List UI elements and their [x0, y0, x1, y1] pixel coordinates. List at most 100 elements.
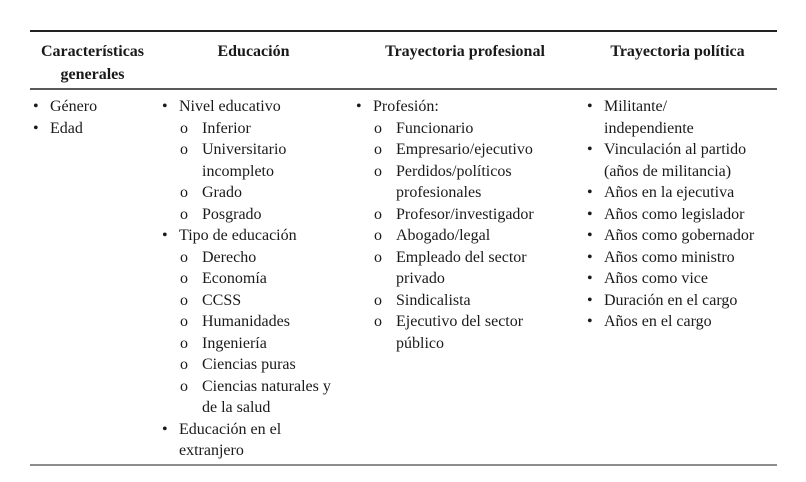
list-item-text: Empleado del sector privado [396, 248, 527, 288]
bullet-icon: • [33, 98, 39, 115]
list-item-text: Ingeniería [202, 334, 267, 352]
list-item-text: Años como ministro [604, 248, 735, 266]
circle-bullet-icon: o [180, 377, 188, 395]
column-header-caracteristicas-generales: Características generales [40, 43, 145, 83]
bullet-icon: • [587, 291, 593, 309]
list-item-text: Nivel educativo [179, 98, 281, 115]
bullet-icon: • [587, 141, 593, 158]
list-item-text: Abogado/legal [396, 227, 491, 244]
list-item-text: Funcionario [396, 119, 474, 137]
list-item: • Años en el cargo [587, 311, 775, 333]
bullet-icon: • [587, 184, 593, 201]
column-educacion: • Nivel educativo o Inferior o Universitari… [155, 96, 352, 462]
bullet-icon: • [587, 248, 593, 266]
list-item: o Grado [162, 182, 350, 204]
circle-bullet-icon: o [374, 205, 382, 223]
column-trayectoria-politica: • Militante/ independiente • Vinculación a… [578, 96, 777, 462]
list-item-text: Ciencias naturales y de la salud [202, 377, 331, 417]
list-item-text: Economía [202, 270, 267, 287]
list-item: • Nivel educativo [162, 96, 350, 118]
bullet-icon: • [33, 119, 39, 137]
circle-bullet-icon: o [180, 270, 188, 287]
bullet-icon: • [162, 420, 168, 438]
list-item: o Ejecutivo del sector público [356, 311, 576, 354]
list-item-text: Años como gobernador [604, 227, 755, 244]
circle-bullet-icon: o [374, 141, 382, 158]
list-item-text: Sindicalista [396, 291, 471, 309]
list-item: • Edad [33, 118, 153, 140]
list-item-text: CCSS [202, 291, 242, 309]
list-item-text: Empresario/ejecutivo [396, 141, 533, 158]
list-item: o Profesor/investigador [356, 204, 576, 226]
list-item: • Años como legislador [587, 204, 775, 226]
list-item: o Sindicalista [356, 290, 576, 312]
circle-bullet-icon: o [180, 205, 188, 223]
list-item-text: Militante/ independiente [604, 98, 694, 137]
list-item: o Derecho [162, 247, 350, 269]
list-item-text: Años en la ejecutiva [604, 184, 735, 201]
bullet-icon: • [587, 313, 593, 330]
list-item-text: Humanidades [202, 313, 290, 330]
column-trayectoria-profesional: • Profesión: o Funcionario o Empresario/eje… [352, 96, 578, 462]
list-item-text: Inferior [202, 119, 251, 137]
list-item: • Militante/ independiente [587, 96, 775, 139]
circle-bullet-icon: o [374, 291, 382, 309]
list-item: • Duración en el cargo [587, 290, 775, 312]
list-item: o Universitario incompleto [162, 139, 350, 182]
circle-bullet-icon: o [180, 119, 188, 137]
circle-bullet-icon: o [180, 356, 188, 373]
list-item: o Ingeniería [162, 333, 350, 355]
list-item: • Profesión: [356, 96, 576, 118]
list-item-text: Años como vice [604, 270, 708, 287]
list-item-text: Perdidos/políticos profesionales [396, 162, 512, 202]
list-item: • Género [33, 96, 153, 118]
circle-bullet-icon: o [374, 248, 382, 266]
bullet-icon: • [356, 98, 362, 115]
list-item-text: Edad [50, 119, 83, 137]
list-item: o Empleado del sector privado [356, 247, 576, 290]
list-item-text: Grado [202, 184, 242, 201]
circle-bullet-icon: o [374, 162, 382, 180]
list-item: • Años como gobernador [587, 225, 775, 247]
circle-bullet-icon: o [180, 184, 188, 201]
list-item: • Tipo de educación [162, 225, 350, 247]
list-item: o Perdidos/políticos profesionales [356, 161, 576, 204]
list-item-text: Tipo de educación [179, 227, 297, 244]
circle-bullet-icon: o [180, 248, 188, 266]
list-item: o Funcionario [356, 118, 576, 140]
circle-bullet-icon: o [374, 119, 382, 137]
list-item-text: Ciencias puras [202, 356, 296, 373]
bullet-icon: • [587, 205, 593, 223]
list-item-text: Posgrado [202, 205, 262, 223]
list-item: • Vinculación al partido (años de militan… [587, 139, 775, 182]
list-item-text: Ejecutivo del sector público [396, 313, 524, 352]
list-item-text: Educación en el extranjero [179, 420, 282, 460]
list-item: o Humanidades [162, 311, 350, 333]
table-header-row: Características generales Educación Tray… [30, 32, 777, 90]
bullet-icon: • [162, 227, 168, 244]
list-item: • Años como ministro [587, 247, 775, 269]
list-item: o Ciencias puras [162, 354, 350, 376]
list-item: o Ciencias naturales y de la salud [162, 376, 350, 419]
column-header-trayectoria-politica: Trayectoria política [610, 43, 745, 60]
list-item: o Inferior [162, 118, 350, 140]
list-item: o Abogado/legal [356, 225, 576, 247]
table-body: • Género • Edad • Nivel educativo o Inferior… [30, 90, 777, 466]
column-header-trayectoria-profesional: Trayectoria profesional [385, 43, 545, 60]
column-header-educacion: Educación [217, 43, 290, 60]
list-item-text: Duración en el cargo [604, 291, 738, 309]
circle-bullet-icon: o [180, 291, 188, 309]
bullet-icon: • [162, 98, 168, 115]
list-item-text: Años como legislador [604, 205, 745, 223]
circle-bullet-icon: o [180, 141, 188, 158]
list-item-text: Años en el cargo [604, 313, 712, 330]
characteristics-table: Características generales Educación Tray… [30, 30, 777, 466]
bullet-icon: • [587, 270, 593, 287]
circle-bullet-icon: o [180, 334, 188, 352]
bullet-icon: • [587, 227, 593, 244]
list-item: o Economía [162, 268, 350, 290]
list-item: • Educación en el extranjero [162, 419, 350, 462]
list-item-text: Profesión: [373, 98, 439, 115]
list-item-text: Género [50, 98, 98, 115]
